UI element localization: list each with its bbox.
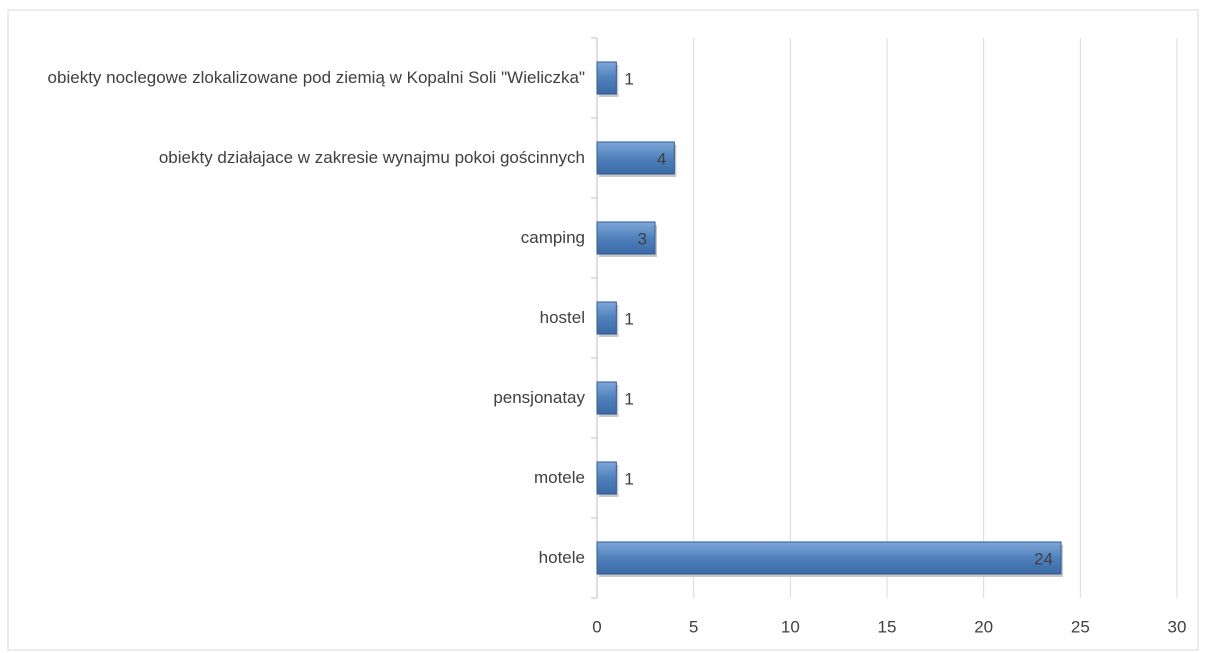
- x-tick-label: 5: [689, 617, 698, 636]
- bar: [596, 301, 617, 335]
- x-tick-label: 15: [878, 617, 897, 636]
- data-label: 1: [624, 389, 633, 408]
- x-tick-label: 25: [1071, 617, 1090, 636]
- data-label: 1: [624, 69, 633, 88]
- data-label: 1: [624, 469, 633, 488]
- data-label: 24: [1034, 549, 1053, 568]
- bar: [596, 141, 675, 175]
- bar: [596, 221, 656, 255]
- chart-border: [7, 9, 1199, 651]
- y-tick-label: obiekty noclegowe zlokalizowane pod ziem…: [47, 68, 585, 87]
- x-tick-label: 10: [781, 617, 800, 636]
- bar: [596, 61, 617, 95]
- x-tick-label: 30: [1168, 617, 1187, 636]
- data-label: 1: [624, 309, 633, 328]
- bar: [596, 541, 1062, 575]
- x-tick-label: 0: [592, 617, 601, 636]
- bar: [596, 381, 617, 415]
- y-tick-label: hotele: [538, 548, 585, 567]
- x-tick-label: 20: [974, 617, 993, 636]
- y-tick-label: camping: [520, 228, 585, 247]
- y-tick-label: pensjonatay: [493, 388, 585, 407]
- y-tick-label: motele: [533, 468, 585, 487]
- data-label: 3: [638, 229, 647, 248]
- y-tick-label: hostel: [539, 308, 585, 327]
- bar: [596, 461, 617, 495]
- y-tick-label: obiekty działajace w zakresie wynajmu po…: [158, 148, 585, 167]
- data-label: 4: [657, 149, 666, 168]
